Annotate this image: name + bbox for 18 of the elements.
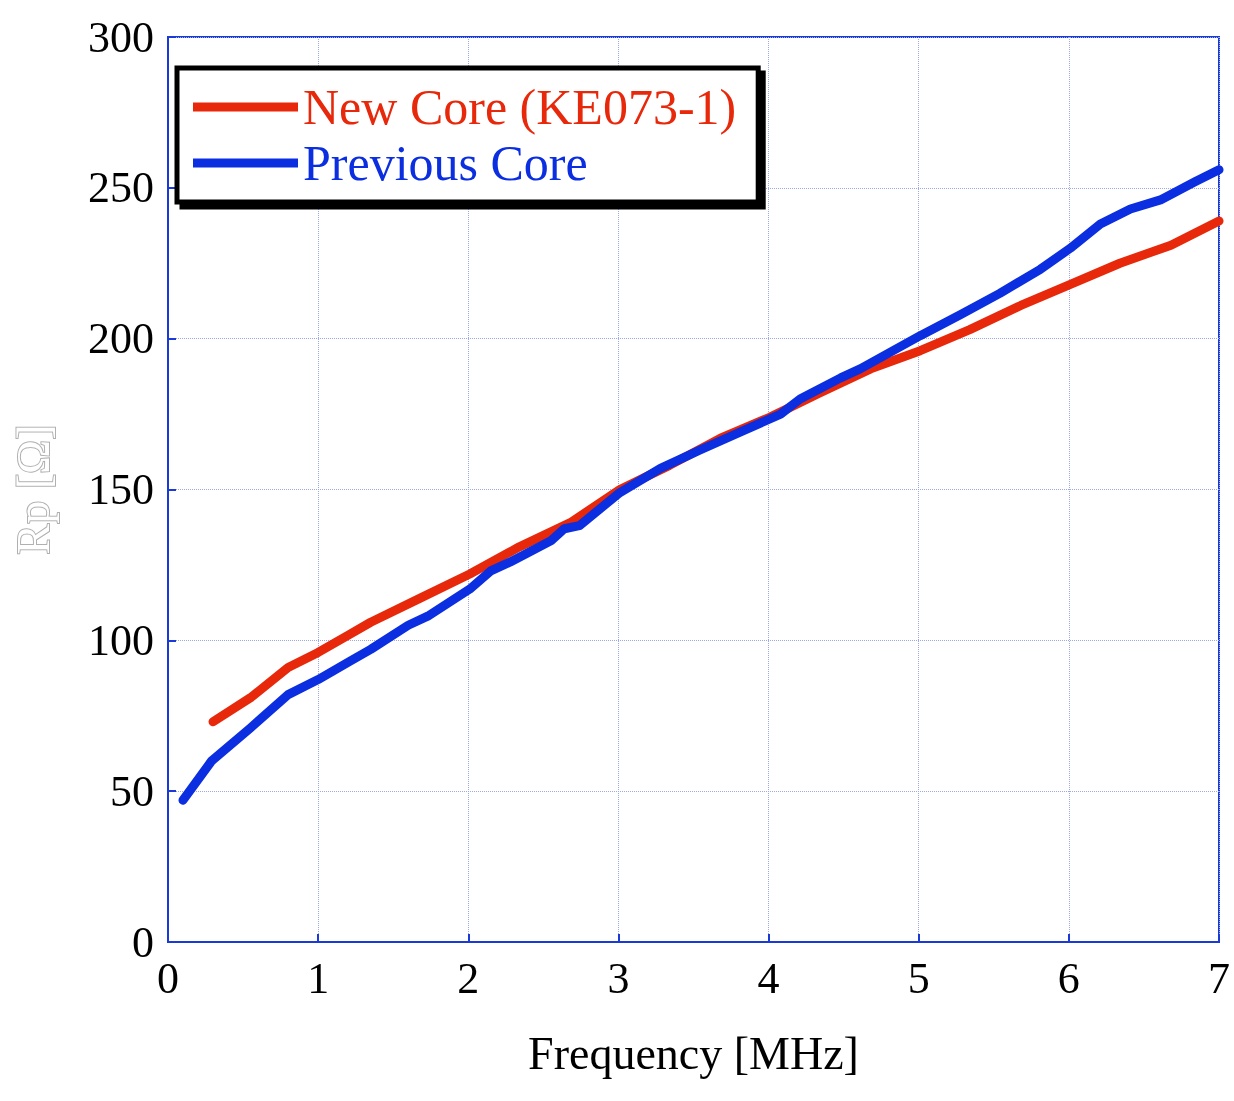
x-tick-label: 3: [607, 953, 630, 1003]
y-axis-title: Rp [Ω]: [7, 424, 59, 555]
legend-label: New Core (KE073-1): [303, 79, 737, 135]
y-tick-label: 300: [88, 12, 154, 62]
y-tick-label: 50: [110, 766, 154, 816]
x-tick-label: 1: [307, 953, 330, 1003]
x-tick-label: 5: [907, 953, 930, 1003]
y-tick-label: 0: [132, 917, 154, 967]
y-tick-label: 250: [88, 163, 154, 213]
y-tick-label: 200: [88, 314, 154, 364]
legend-label: Previous Core: [303, 135, 588, 191]
x-tick-label: 2: [457, 953, 480, 1003]
x-axis-title: Frequency [MHz]: [528, 1027, 859, 1079]
x-tick-label: 7: [1208, 953, 1230, 1003]
x-tick-label: 6: [1057, 953, 1080, 1003]
y-tick-label: 150: [88, 465, 154, 514]
y-tick-label: 100: [88, 615, 154, 665]
x-tick-label: 4: [757, 953, 780, 1003]
